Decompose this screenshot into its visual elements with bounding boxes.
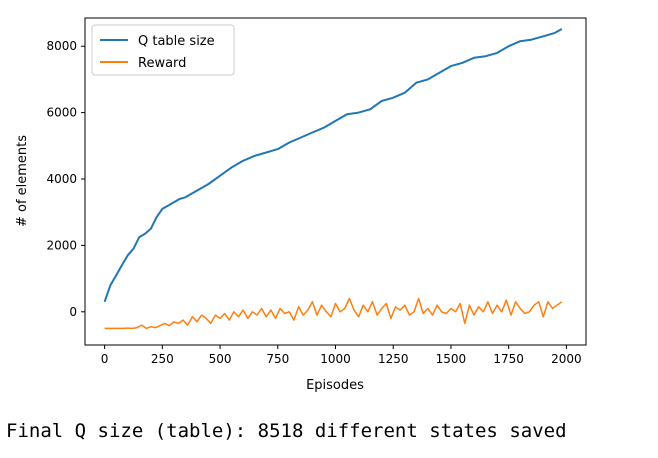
x-tick-label: 0 <box>101 352 109 366</box>
y-tick-label: 0 <box>69 305 77 319</box>
x-tick-label: 1000 <box>320 352 351 366</box>
x-tick-label: 500 <box>209 352 232 366</box>
x-tick-label: 1500 <box>436 352 467 366</box>
legend-label: Reward <box>138 56 186 71</box>
y-tick-label: 4000 <box>46 172 77 186</box>
output-text: Final Q size (table): 8518 different sta… <box>6 420 567 442</box>
x-tick-label: 2000 <box>551 352 582 366</box>
series-line-reward <box>104 297 563 330</box>
x-tick-label: 250 <box>151 352 174 366</box>
legend: Q table size Reward <box>91 24 235 76</box>
y-tick-label: 2000 <box>46 238 77 252</box>
y-axis-label: # of elements <box>15 135 30 227</box>
x-tick-label: 1750 <box>493 352 524 366</box>
line-chart: 0 250 500 750 1000 1250 1500 1750 2000 0 2000 4000 6… <box>15 17 587 393</box>
series-layer <box>103 28 563 330</box>
plot-frame <box>84 17 587 346</box>
series-line-q-table-size <box>103 28 563 303</box>
y-tick-label: 8000 <box>46 39 77 53</box>
axes-layer: 0 250 500 750 1000 1250 1500 1750 2000 0 2000 4000 6… <box>46 39 581 366</box>
x-tick-label: 1250 <box>378 352 409 366</box>
x-tick-label: 750 <box>266 352 289 366</box>
legend-label: Q table size <box>138 34 215 49</box>
x-axis-label: Episodes <box>306 378 364 393</box>
y-tick-label: 6000 <box>46 106 77 120</box>
